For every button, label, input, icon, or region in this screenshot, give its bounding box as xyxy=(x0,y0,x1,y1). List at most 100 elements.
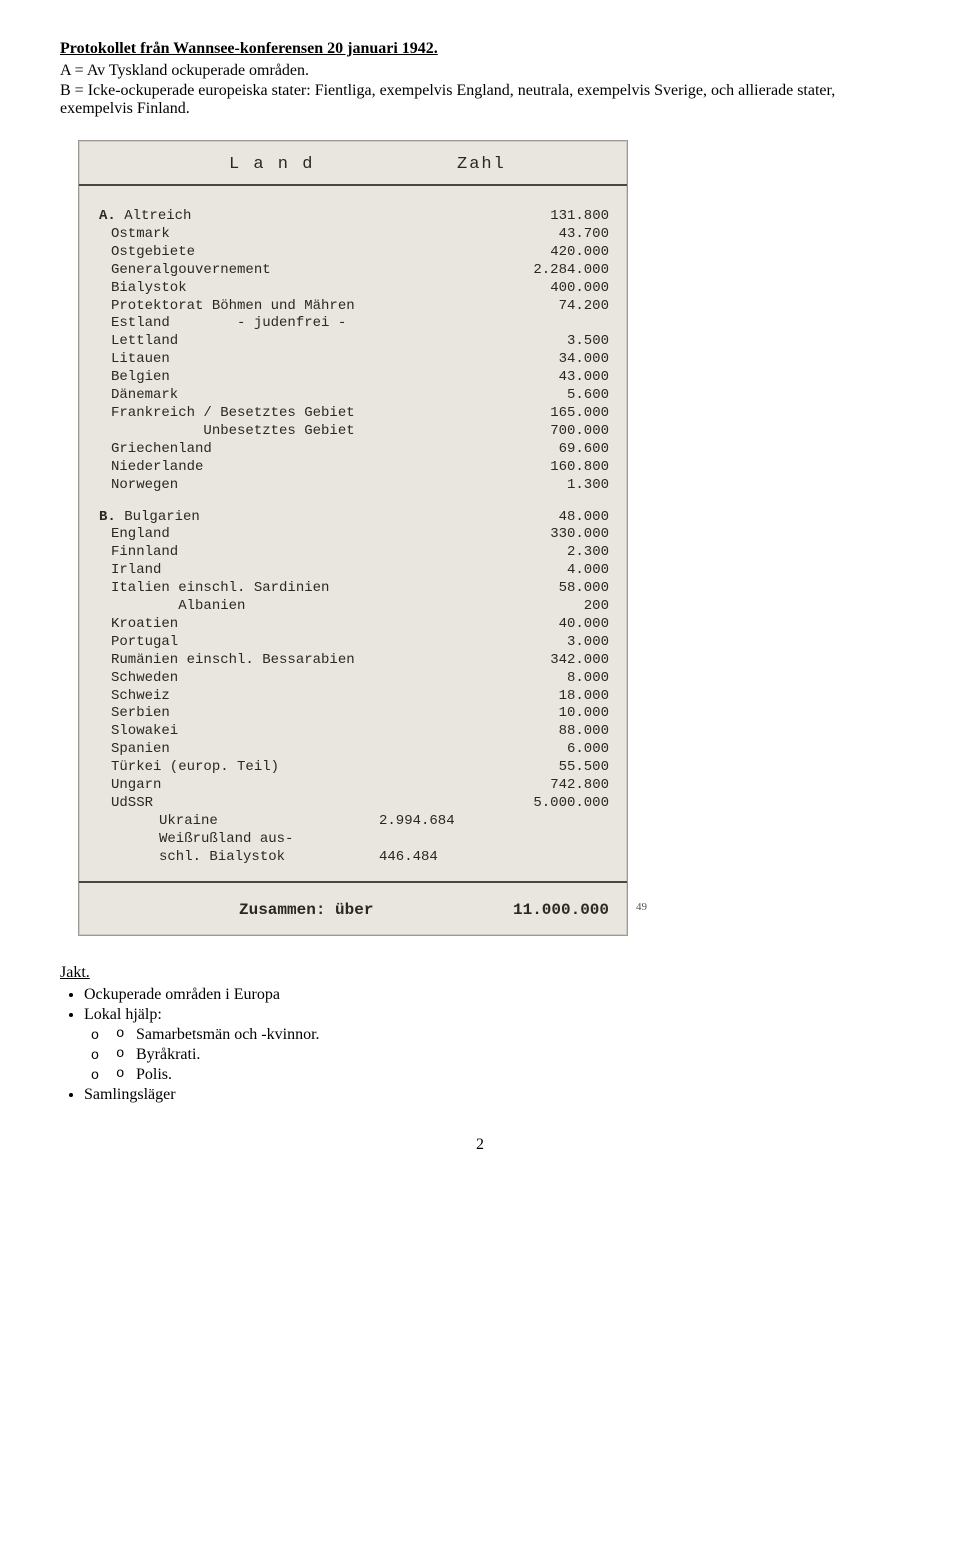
scan-page-annotation: 49 xyxy=(636,901,647,913)
cell-label: Schweiz xyxy=(99,688,499,706)
list-item: Samlingsläger xyxy=(84,1086,900,1104)
cell-value: 55.500 xyxy=(499,759,609,777)
list-item-label: Lokal hjälp: xyxy=(84,1006,162,1023)
bullet-list: Ockuperade områden i Europa Lokal hjälp:… xyxy=(84,986,900,1104)
cell-label: schl. Bialystok xyxy=(99,849,369,867)
cell-label: Finnland xyxy=(99,544,499,562)
cell-value: 58.000 xyxy=(499,580,609,598)
cell-label: Ostmark xyxy=(99,226,499,244)
table-row: Ostmark43.700 xyxy=(99,226,609,244)
table-row: Bialystok400.000 xyxy=(99,280,609,298)
cell-label: Generalgouvernement xyxy=(99,262,499,280)
list-item: Ockuperade områden i Europa xyxy=(84,986,900,1004)
cell-value: 69.600 xyxy=(499,441,609,459)
section-a-label: A. xyxy=(99,208,116,224)
cell-label: Estland - judenfrei - xyxy=(99,315,499,333)
cell-value: 34.000 xyxy=(499,351,609,369)
list-item: Lokal hjälp: Samarbetsmän och -kvinnor. … xyxy=(84,1006,900,1084)
table-row: Serbien10.000 xyxy=(99,705,609,723)
cell-label: Belgien xyxy=(99,369,499,387)
cell-label: Frankreich / Besetztes Gebiet xyxy=(99,405,499,423)
cell-value: 742.800 xyxy=(499,777,609,795)
cell-label: Litauen xyxy=(99,351,499,369)
table-subrow: Weißrußland aus- xyxy=(99,831,609,849)
table-row: Finnland2.300 xyxy=(99,544,609,562)
cell-value: 400.000 xyxy=(499,280,609,298)
cell-value: 43.000 xyxy=(499,369,609,387)
cell-label: Ostgebiete xyxy=(99,244,499,262)
cell-value: 2.994.684 xyxy=(369,813,499,831)
cell-value: 88.000 xyxy=(499,723,609,741)
table-row: Protektorat Böhmen und Mähren74.200 xyxy=(99,298,609,316)
cell-label: Italien einschl. Sardinien xyxy=(99,580,499,598)
cell-value: 342.000 xyxy=(499,652,609,670)
cell-value: 43.700 xyxy=(499,226,609,244)
table-row: A. Altreich 131.800 xyxy=(99,208,609,226)
cell-label: Norwegen xyxy=(99,477,499,495)
header-zahl: Zahl xyxy=(457,155,627,174)
cell-label: Niederlande xyxy=(99,459,499,477)
intro-a: A = Av Tyskland ockuperade områden. xyxy=(60,62,900,80)
cell-value: 4.000 xyxy=(499,562,609,580)
cell-label: Lettland xyxy=(99,333,499,351)
table-row: Kroatien40.000 xyxy=(99,616,609,634)
cell-value: 74.200 xyxy=(499,298,609,316)
cell-value: 2.300 xyxy=(499,544,609,562)
table-row: Schweden8.000 xyxy=(99,670,609,688)
page-number: 2 xyxy=(60,1136,900,1154)
table-row: Slowakei88.000 xyxy=(99,723,609,741)
table-row: Unbesetztes Gebiet700.000 xyxy=(99,423,609,441)
table-row: Ostgebiete420.000 xyxy=(99,244,609,262)
table-row: UdSSR5.000.000 xyxy=(99,795,609,813)
cell-label: Rumänien einschl. Bessarabien xyxy=(99,652,499,670)
table-row: Rumänien einschl. Bessarabien342.000 xyxy=(99,652,609,670)
cell-label: Ukraine xyxy=(99,813,369,831)
table-row: Portugal3.000 xyxy=(99,634,609,652)
table-row: Frankreich / Besetztes Gebiet165.000 xyxy=(99,405,609,423)
cell-value: 1.300 xyxy=(499,477,609,495)
cell-value: 330.000 xyxy=(499,526,609,544)
table-row: Norwegen1.300 xyxy=(99,477,609,495)
table-subrow: Ukraine2.994.684 xyxy=(99,813,609,831)
cell-label: Serbien xyxy=(99,705,499,723)
table-row: Estland - judenfrei - xyxy=(99,315,609,333)
cell-label: Türkei (europ. Teil) xyxy=(99,759,499,777)
table-row: Litauen34.000 xyxy=(99,351,609,369)
cell-value: 3.500 xyxy=(499,333,609,351)
list-item: Polis. xyxy=(116,1066,900,1084)
table-row: England330.000 xyxy=(99,526,609,544)
cell-value: 420.000 xyxy=(499,244,609,262)
cell-value: 18.000 xyxy=(499,688,609,706)
table-row: Belgien43.000 xyxy=(99,369,609,387)
cell-label: Protektorat Böhmen und Mähren xyxy=(99,298,499,316)
intro-b: B = Icke-ockuperade europeiska stater: F… xyxy=(60,82,900,118)
cell-label: Albanien xyxy=(99,598,499,616)
cell-value: 48.000 xyxy=(499,509,609,527)
cell-label: Schweden xyxy=(99,670,499,688)
cell-value: 2.284.000 xyxy=(499,262,609,280)
table-row: Lettland3.500 xyxy=(99,333,609,351)
page-title: Protokollet från Wannsee-konferensen 20 … xyxy=(60,40,900,58)
doc-header: L a n d Zahl xyxy=(79,141,627,186)
table-row: Irland4.000 xyxy=(99,562,609,580)
table-row: Italien einschl. Sardinien58.000 xyxy=(99,580,609,598)
cell-value: 8.000 xyxy=(499,670,609,688)
cell-label: UdSSR xyxy=(99,795,499,813)
cell-label: Griechenland xyxy=(99,441,499,459)
table-subrow: schl. Bialystok446.484 xyxy=(99,849,609,867)
cell-label: Unbesetztes Gebiet xyxy=(99,423,499,441)
cell-value: 200 xyxy=(499,598,609,616)
table-row: Generalgouvernement2.284.000 xyxy=(99,262,609,280)
cell-value: 5.600 xyxy=(499,387,609,405)
cell-label: Weißrußland aus- xyxy=(99,831,369,849)
table-row: Niederlande160.800 xyxy=(99,459,609,477)
cell-label: Bialystok xyxy=(99,280,499,298)
cell-label: Ungarn xyxy=(99,777,499,795)
cell-label: Portugal xyxy=(99,634,499,652)
table-row: Spanien6.000 xyxy=(99,741,609,759)
footer-label: Zusammen: über xyxy=(99,901,469,919)
cell-value: 700.000 xyxy=(499,423,609,441)
cell-value: 5.000.000 xyxy=(499,795,609,813)
list-item: Samarbetsmän och -kvinnor. xyxy=(116,1026,900,1044)
header-land: L a n d xyxy=(79,155,457,174)
